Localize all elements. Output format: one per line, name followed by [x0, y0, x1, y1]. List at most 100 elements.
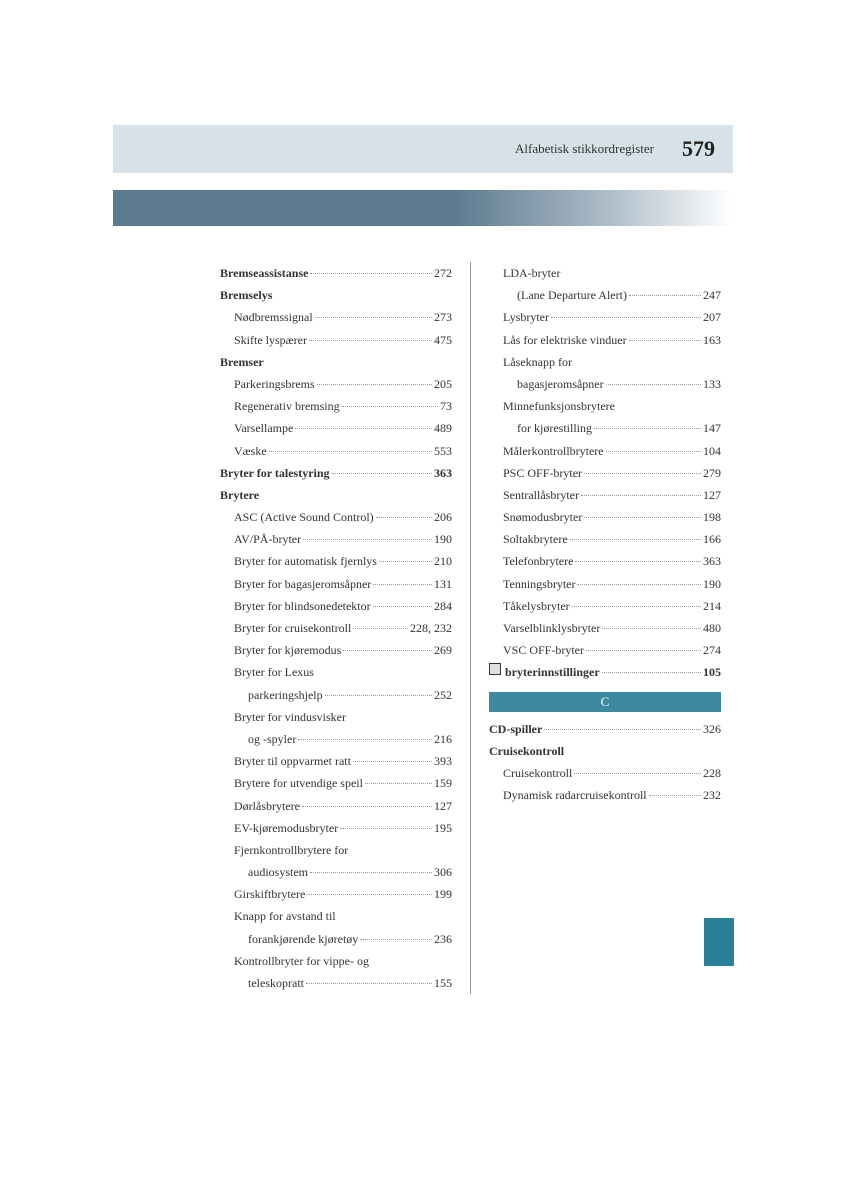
entry-page: 228, 232 — [410, 617, 452, 639]
index-entry: Nødbremssignal273 — [220, 306, 452, 328]
entry-page: 210 — [434, 550, 452, 572]
index-entry: audiosystem306 — [220, 861, 452, 883]
leader-dots — [332, 473, 432, 474]
entry-page: 363 — [703, 550, 721, 572]
index-entry: LDA-bryter — [489, 262, 721, 284]
right-column: LDA-bryter(Lane Departure Alert)247Lysbr… — [477, 262, 721, 994]
leader-dots — [584, 517, 701, 518]
section-header-c: C — [489, 692, 721, 712]
index-entry: Tenningsbryter190 — [489, 573, 721, 595]
entry-label: Sentrallåsbryter — [503, 484, 579, 506]
entry-page: 105 — [703, 661, 721, 683]
entry-page: 127 — [703, 484, 721, 506]
index-entry: Bryter for vindusvisker — [220, 706, 452, 728]
entry-page: 489 — [434, 417, 452, 439]
leader-dots — [572, 606, 701, 607]
leader-dots — [310, 872, 432, 873]
index-entry: Målerkontrollbrytere104 — [489, 440, 721, 462]
entry-page: 228 — [703, 762, 721, 784]
entry-page: 195 — [434, 817, 452, 839]
entry-label: Varsellampe — [234, 417, 293, 439]
entry-label: (Lane Departure Alert) — [517, 284, 627, 306]
index-entry: Bremseassistanse272 — [220, 262, 452, 284]
entry-page: 207 — [703, 306, 721, 328]
entry-label: VSC OFF-bryter — [503, 639, 584, 661]
leader-dots — [303, 539, 432, 540]
index-entry: Kontrollbryter for vippe- og — [220, 950, 452, 972]
leader-dots — [577, 584, 701, 585]
index-entry: Varsellampe 489 — [220, 417, 452, 439]
index-entry: Parkeringsbrems205 — [220, 373, 452, 395]
leader-dots — [594, 428, 701, 429]
index-entry: CD-spiller326 — [489, 718, 721, 740]
entry-label: Brytere — [220, 484, 259, 506]
entry-label: Bremselys — [220, 284, 272, 306]
left-column: Bremseassistanse272BremselysNødbremssign… — [220, 262, 464, 994]
entry-page: 247 — [703, 284, 721, 306]
entry-label: Knapp for avstand til — [234, 905, 336, 927]
leader-dots — [581, 495, 701, 496]
index-entry: Lås for elektriske vinduer163 — [489, 329, 721, 351]
entry-page: 147 — [703, 417, 721, 439]
index-entry: Knapp for avstand til — [220, 905, 452, 927]
entry-page: 306 — [434, 861, 452, 883]
header-title: Alfabetisk stikkordregister — [515, 141, 654, 157]
entry-page: 553 — [434, 440, 452, 462]
leader-dots — [544, 729, 701, 730]
leader-dots — [629, 340, 701, 341]
entry-label: Bryter for cruisekontroll — [234, 617, 351, 639]
entry-page: 159 — [434, 772, 452, 794]
entry-label: for kjørestilling — [517, 417, 592, 439]
leader-dots — [342, 406, 438, 407]
entry-label: LDA-bryter — [503, 262, 560, 284]
entry-label: Bryter for vindusvisker — [234, 706, 346, 728]
entry-label: Lås for elektriske vinduer — [503, 329, 627, 351]
entry-page: 198 — [703, 506, 721, 528]
entry-label: Cruisekontroll — [489, 740, 564, 762]
leader-dots — [551, 317, 701, 318]
entry-page: 199 — [434, 883, 452, 905]
entry-label: bryterinnstillinger — [505, 661, 600, 683]
entry-page: 274 — [703, 639, 721, 661]
index-entry: Låseknapp for — [489, 351, 721, 373]
index-entry: Bryter for blindsonedetektor284 — [220, 595, 452, 617]
entry-page: 363 — [434, 462, 452, 484]
entry-label: Snømodusbryter — [503, 506, 582, 528]
index-entry: og -spyler216 — [220, 728, 452, 750]
entry-label: forankjørende kjøretøy — [248, 928, 358, 950]
entry-label: Telefonbrytere — [503, 550, 573, 572]
index-entry: (Lane Departure Alert) 247 — [489, 284, 721, 306]
entry-label: Brytere for utvendige speil — [234, 772, 363, 794]
leader-dots — [575, 561, 701, 562]
leader-dots — [602, 672, 701, 673]
index-entry: Regenerativ bremsing73 — [220, 395, 452, 417]
leader-dots — [602, 628, 701, 629]
entry-label: Dørlåsbrytere — [234, 795, 300, 817]
leader-dots — [317, 384, 432, 385]
entry-label: Parkeringsbrems — [234, 373, 315, 395]
leader-dots — [269, 451, 432, 452]
entry-page: 480 — [703, 617, 721, 639]
index-entry: Bryter for bagasjeromsåpner131 — [220, 573, 452, 595]
entry-label: Tåkelysbryter — [503, 595, 570, 617]
entry-label: Tenningsbryter — [503, 573, 575, 595]
index-entry: Tåkelysbryter 214 — [489, 595, 721, 617]
entry-page: 252 — [434, 684, 452, 706]
entry-page: 214 — [703, 595, 721, 617]
leader-dots — [307, 894, 432, 895]
entry-label: Bryter for Lexus — [234, 661, 314, 683]
settings-icon — [489, 663, 501, 675]
index-entry: Bremser — [220, 351, 452, 373]
entry-label: Bremseassistanse — [220, 262, 308, 284]
side-tab — [704, 918, 734, 966]
entry-label: Bryter for kjøremodus — [234, 639, 341, 661]
index-entry: EV-kjøremodusbryter195 — [220, 817, 452, 839]
index-entry: Dynamisk radarcruisekontroll232 — [489, 784, 721, 806]
page-number: 579 — [682, 136, 715, 162]
entry-page: 269 — [434, 639, 452, 661]
leader-dots — [298, 739, 432, 740]
entry-label: Soltakbrytere — [503, 528, 568, 550]
index-entry: Fjernkontrollbrytere for — [220, 839, 452, 861]
entry-page: 216 — [434, 728, 452, 750]
leader-dots — [302, 806, 432, 807]
